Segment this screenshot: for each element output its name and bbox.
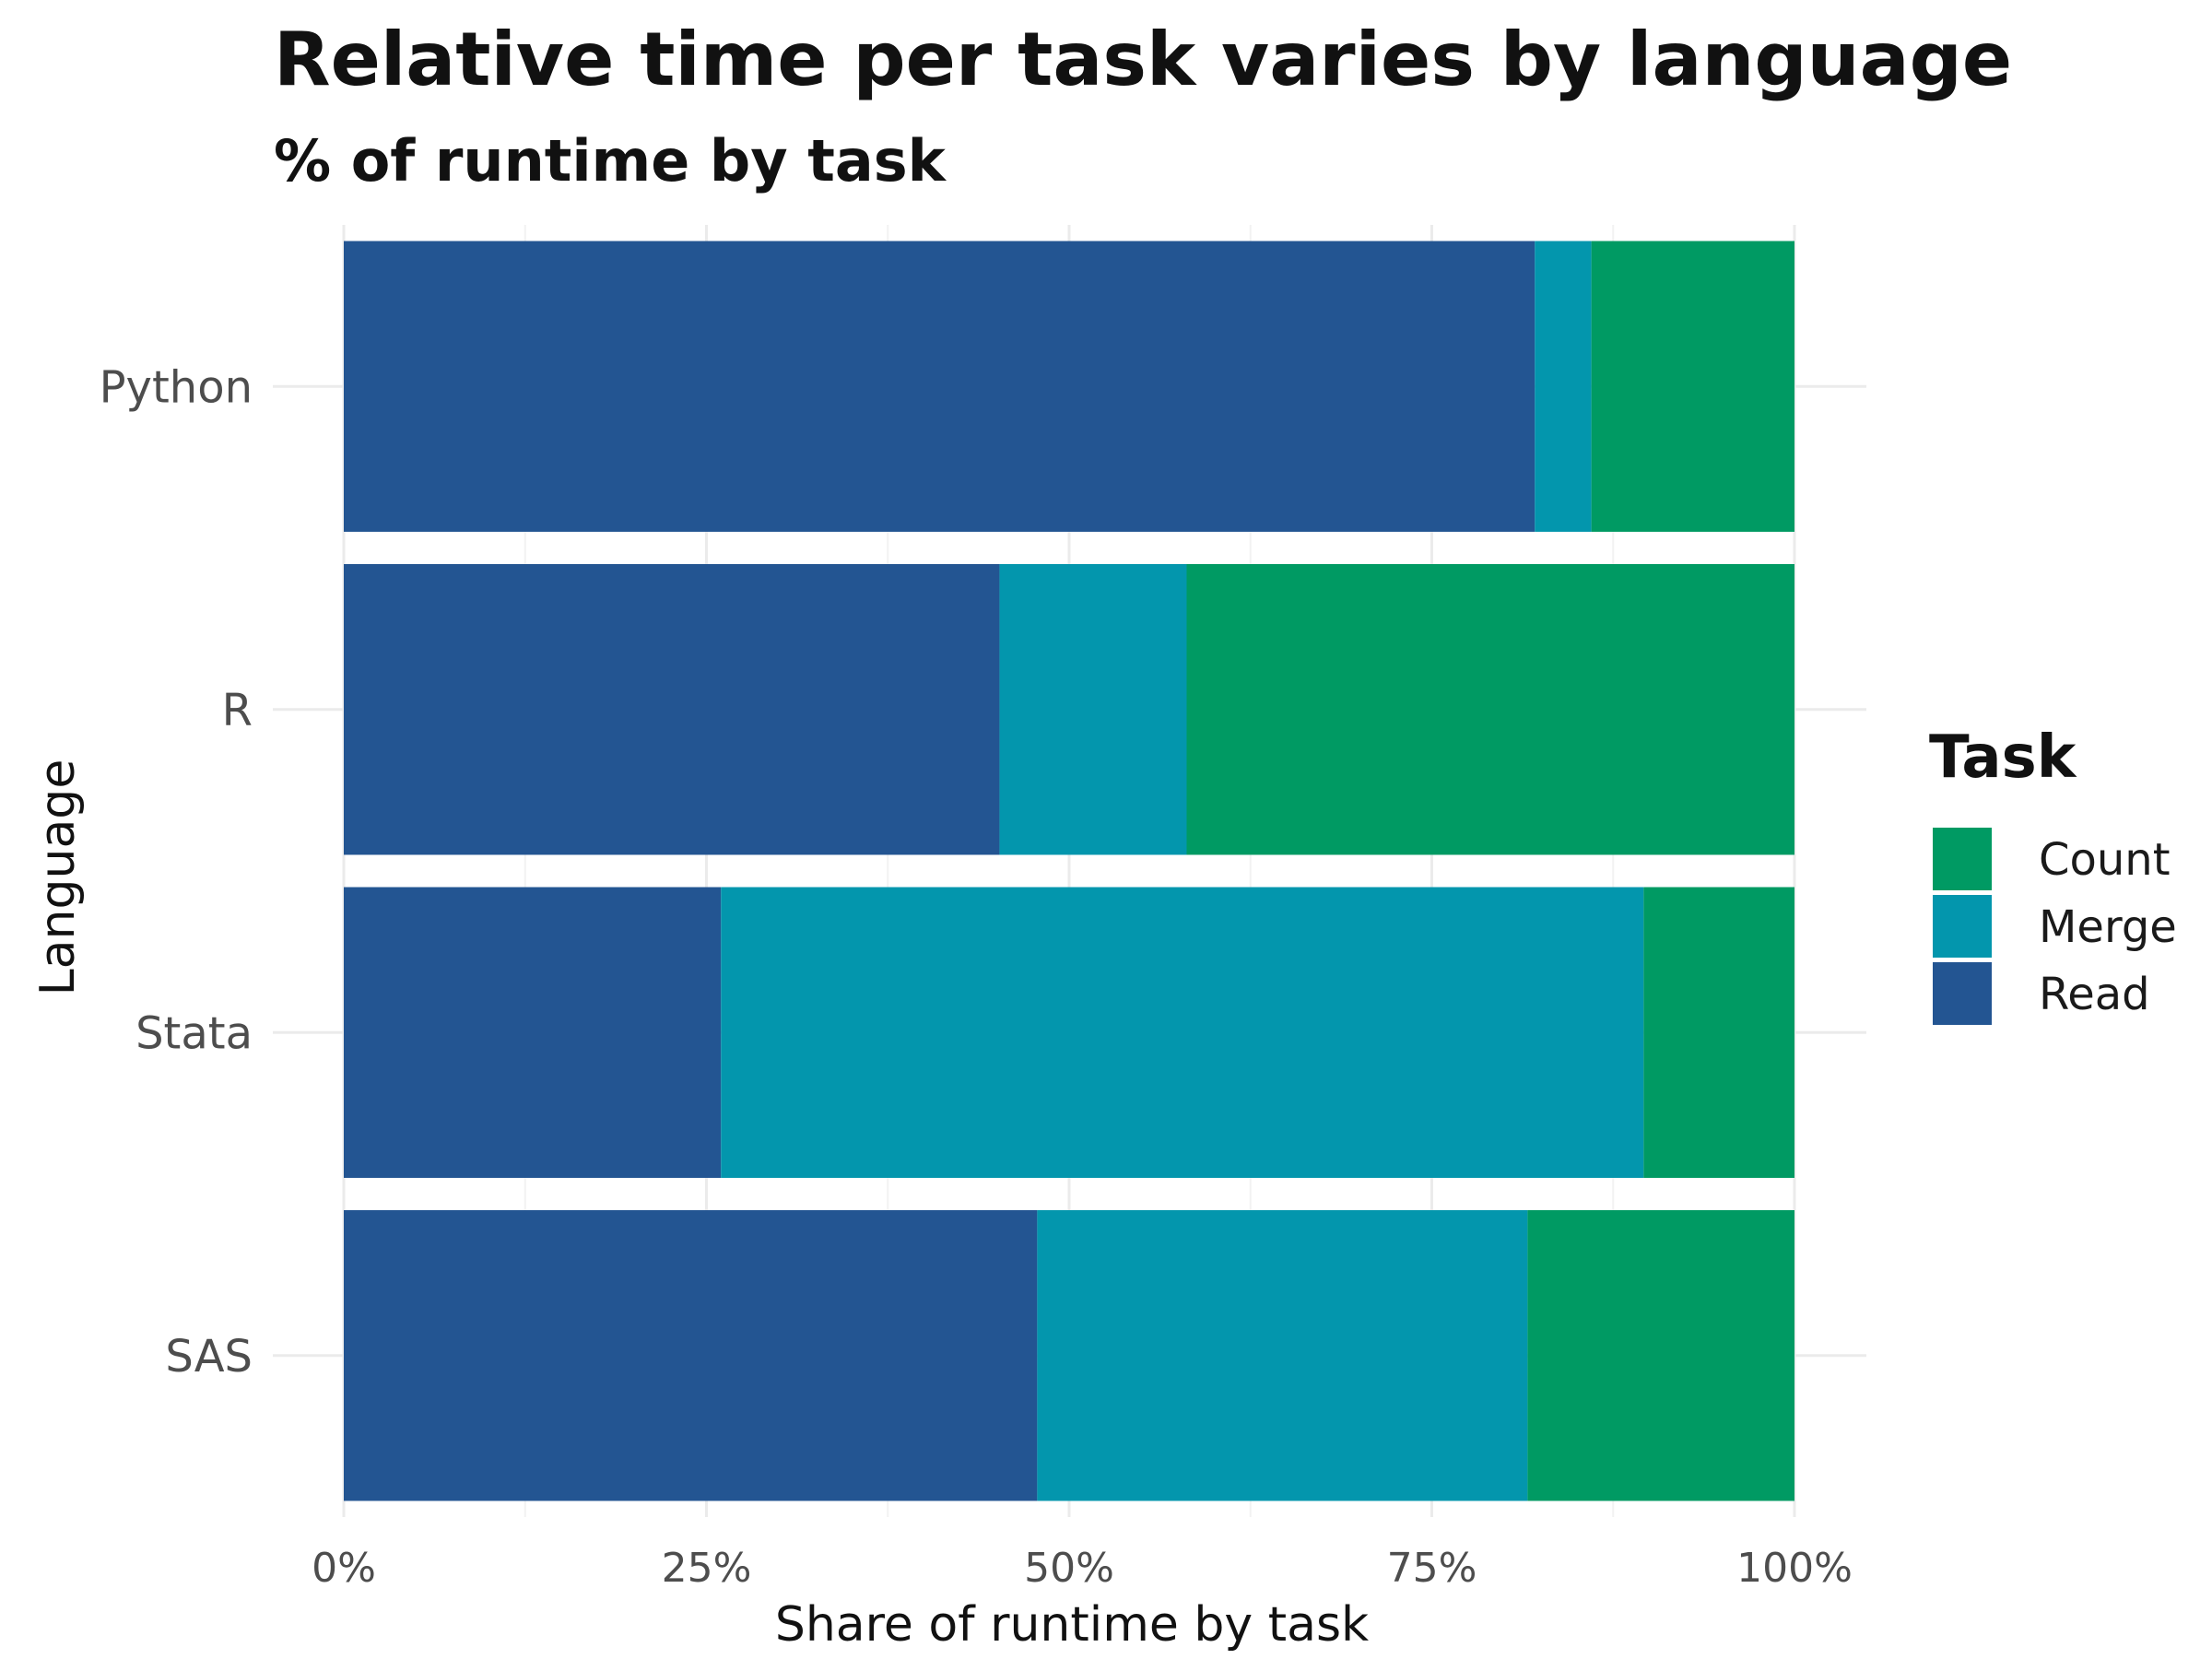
bar-read-r xyxy=(344,564,1000,855)
bars xyxy=(344,241,1794,1501)
legend-key-read xyxy=(1933,962,1992,1025)
legend-title: Task xyxy=(1929,724,2077,792)
y-tick-labels: Python R Stata SAS xyxy=(100,361,253,1382)
bar-read-stata xyxy=(344,887,722,1178)
legend-key-merge xyxy=(1933,895,1992,958)
bar-count-python xyxy=(1591,241,1794,532)
x-tick-label: 50% xyxy=(1024,1545,1114,1592)
legend-key-count xyxy=(1933,828,1992,890)
legend-label-merge: Merge xyxy=(2039,901,2177,953)
bar-count-sas xyxy=(1527,1210,1794,1501)
x-tick-label: 0% xyxy=(312,1545,376,1592)
y-tick-label: SAS xyxy=(165,1331,253,1382)
legend: Task Count Merge Read xyxy=(1929,724,2177,1025)
y-axis-label: Language xyxy=(30,759,86,996)
x-axis-label: Share of runtime by task xyxy=(775,1597,1369,1653)
bar-merge-r xyxy=(999,564,1187,855)
chart-title: Relative time per task varies by languag… xyxy=(274,17,2012,102)
y-tick-label: Stata xyxy=(135,1007,253,1059)
legend-label-count: Count xyxy=(2039,834,2171,886)
x-tick-label: 25% xyxy=(662,1545,752,1592)
bar-read-python xyxy=(344,241,1535,532)
bar-read-sas xyxy=(344,1210,1038,1501)
bar-count-r xyxy=(1186,564,1794,855)
bar-count-stata xyxy=(1643,887,1794,1178)
bar-merge-sas xyxy=(1037,1210,1528,1501)
y-tick-label: Python xyxy=(100,361,253,413)
x-tick-labels: 0% 25% 50% 75% 100% xyxy=(312,1545,1853,1592)
bar-merge-python xyxy=(1535,241,1592,532)
x-tick-label: 75% xyxy=(1387,1545,1477,1592)
legend-label-read: Read xyxy=(2039,969,2150,1020)
y-tick-label: R xyxy=(222,685,253,736)
chart-subtitle: % of runtime by task xyxy=(274,127,947,194)
bar-merge-stata xyxy=(721,887,1644,1178)
x-tick-label: 100% xyxy=(1736,1545,1853,1592)
